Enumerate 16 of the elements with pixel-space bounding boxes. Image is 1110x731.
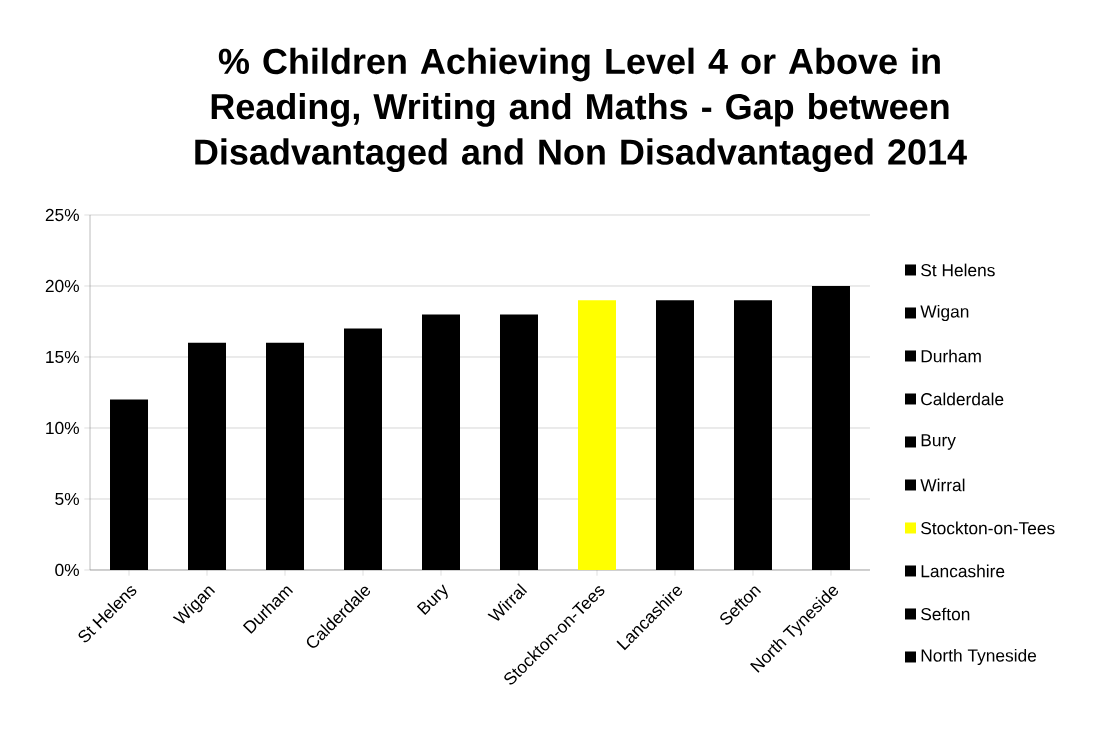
- category-label: Bury: [921, 434, 956, 450]
- y-tick-label: 15%: [46, 350, 79, 364]
- category-label: Stockton-on-Tees: [921, 521, 1055, 535]
- y-tick-label: 25%: [45, 208, 79, 222]
- chart-title: % Children Achieving Level 4 or Above in Reading, Writing and Maths - Gap between Disadvantaged and Non Disadvantaged 2014: [195, 47, 967, 173]
- category-label: Wirral: [920, 478, 965, 492]
- category-label: Calderdale: [921, 392, 1004, 406]
- y-tick-label: 10%: [46, 421, 79, 435]
- y-tick-label: 20%: [45, 279, 79, 293]
- category-label: Durham: [921, 349, 981, 363]
- category-label: Lancashire: [921, 564, 1005, 578]
- y-tick-label: 0%: [55, 563, 79, 577]
- category-label: Wigan: [920, 304, 969, 322]
- category-label: North Tyneside: [921, 648, 1037, 666]
- y-tick-label: 5%: [55, 492, 79, 506]
- category-label: St Helens: [921, 263, 995, 277]
